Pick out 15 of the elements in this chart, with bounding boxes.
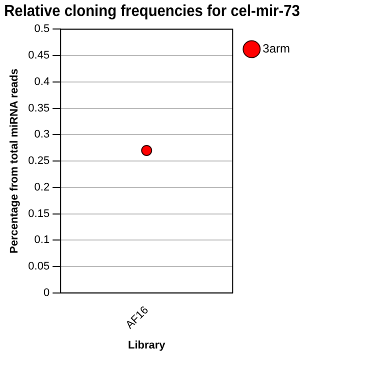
y-tick-label: 0.45 — [28, 50, 50, 62]
legend-label: 3arm — [262, 42, 290, 56]
chart-title: Relative cloning frequencies for cel-mir-73 — [4, 2, 300, 20]
y-tick-label: 0.35 — [28, 102, 50, 114]
y-axis-title: Percentage from total miRNA reads — [8, 68, 21, 254]
y-tick-label: 0.05 — [28, 260, 50, 273]
y-tick-label: 0.1 — [34, 234, 50, 246]
y-tick-label: 0.3 — [34, 128, 50, 141]
x-axis-title: Library — [128, 339, 166, 352]
y-tick-label: 0.2 — [34, 181, 50, 194]
y-tick-label: 0.25 — [28, 155, 50, 168]
y-tick-label: 0.15 — [28, 208, 50, 220]
y-tick-label: 0.5 — [34, 23, 50, 36]
y-tick-label: 0 — [43, 286, 50, 299]
y-tick-label: 0.4 — [34, 76, 50, 88]
